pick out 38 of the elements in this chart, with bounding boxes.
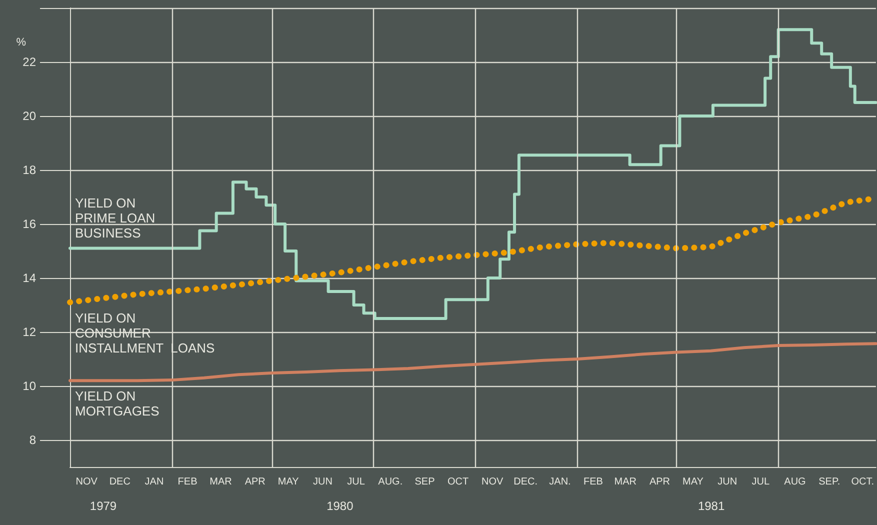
x-tick-label: NOV [482, 476, 504, 488]
x-tick-label: AUG. [378, 476, 403, 488]
x-tick-label: MAR [210, 476, 232, 488]
x-tick-label: MAR [614, 476, 636, 488]
x-tick-label: FEB [584, 476, 604, 488]
x-tick-label: APR [649, 476, 670, 488]
x-tick-label: DEC [109, 476, 130, 488]
x-tick-label: FEB [178, 476, 198, 488]
x-tick-label: JUL [752, 476, 770, 488]
text: 1981 [698, 499, 725, 513]
series-label: YIELD ON MORTGAGES [75, 388, 160, 419]
x-tick-label: NOV [76, 476, 98, 488]
y-tick-label: 12 [22, 325, 36, 339]
x-tick-label: MAY [682, 476, 704, 488]
x-tick-label: OCT [447, 476, 469, 488]
y-tick-label: 18 [22, 163, 36, 177]
y-tick-label: 22 [22, 55, 36, 69]
y-axis-title: % [16, 36, 26, 48]
y-tick-label: 20 [22, 109, 36, 123]
x-tick-label: JAN [144, 476, 164, 488]
y-tick-label: 16 [22, 217, 36, 231]
y-tick-label: 10 [22, 379, 36, 393]
y-tick-label: 8 [29, 433, 36, 447]
x-tick-label: DEC. [514, 476, 538, 488]
text: 1980 [326, 499, 354, 513]
x-tick-label: JUL [347, 476, 366, 488]
y-tick-label: 14 [22, 271, 36, 285]
series-label: YIELD ON PRIME LOAN BUSINESS [75, 195, 156, 240]
x-tick-label: JUN [313, 476, 332, 488]
x-tick-label: JAN. [549, 476, 571, 488]
x-tick-label: OCT. [851, 476, 874, 488]
text: 1979 [90, 499, 117, 513]
x-tick-label: MAY [278, 476, 300, 488]
x-tick-label: SEP [414, 476, 436, 488]
x-tick-label: AUG [784, 476, 806, 488]
x-tick-label: SEP. [818, 476, 840, 488]
x-tick-label: APR [244, 476, 266, 488]
x-tick-label: JUN [718, 476, 738, 488]
